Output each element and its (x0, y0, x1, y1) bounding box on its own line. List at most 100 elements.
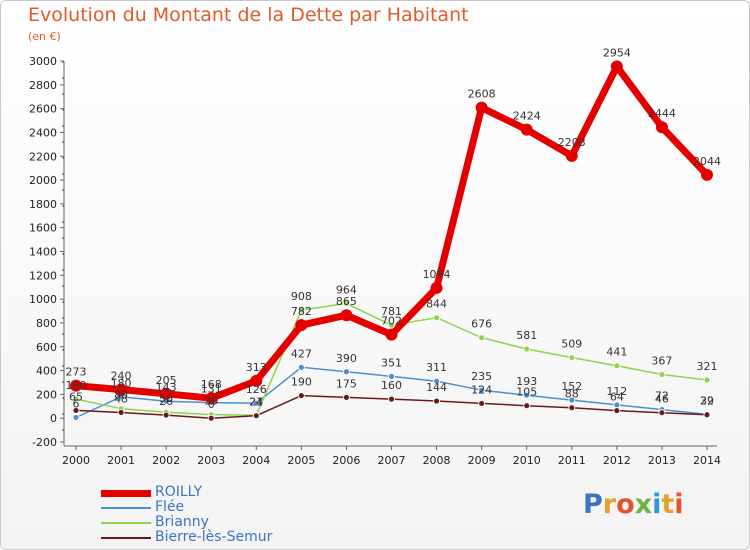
legend-swatch (101, 522, 151, 524)
y-tick-label: 2200 (29, 150, 57, 163)
data-label: 190 (291, 376, 312, 389)
data-point (565, 149, 578, 162)
data-point (568, 404, 576, 412)
data-point (388, 395, 395, 403)
legend-item: Bierre-lès-Semur (101, 530, 361, 545)
x-tick-label: 2010 (513, 454, 541, 467)
data-label: 29 (700, 395, 714, 408)
data-point (72, 414, 80, 421)
data-label: 205 (156, 374, 177, 387)
data-label: 180 (111, 377, 132, 390)
x-tick-label: 2001 (107, 454, 135, 467)
data-label: 24 (249, 395, 263, 408)
data-point (613, 362, 621, 370)
data-label: 581 (516, 329, 537, 342)
data-point (703, 411, 711, 419)
x-tick-label: 2008 (423, 454, 451, 467)
data-label: 175 (336, 377, 357, 390)
x-tick-label: 2007 (378, 454, 406, 467)
axes: -200020040060080010001200140016001800200… (29, 55, 721, 467)
data-point (478, 334, 486, 342)
data-label: 65 (69, 390, 83, 403)
data-label: 126 (246, 383, 267, 396)
data-label: 2044 (693, 155, 721, 168)
data-point (343, 300, 350, 307)
data-point (295, 319, 308, 332)
legend-label: Flée (155, 499, 185, 515)
y-tick-label: 200 (36, 388, 57, 401)
x-tick-label: 2013 (648, 454, 676, 467)
chart-title: Evolution du Montant de la Dette par Hab… (28, 4, 469, 26)
data-point (433, 377, 440, 385)
x-tick-label: 2011 (558, 454, 586, 467)
data-label: 144 (426, 381, 447, 394)
data-label: 131 (201, 383, 222, 396)
chart-subtitle: (en €) (28, 30, 61, 43)
data-label: 427 (291, 347, 312, 360)
legend-swatch (101, 489, 151, 497)
y-tick-label: 600 (36, 341, 57, 354)
x-tick-label: 2004 (242, 454, 270, 467)
data-label: 48 (114, 392, 128, 405)
legend-item: Brianny (101, 515, 361, 530)
y-tick-label: 1800 (29, 198, 57, 211)
data-point (250, 374, 263, 387)
data-label: 50 (159, 392, 173, 405)
y-tick-label: 0 (50, 412, 57, 425)
data-label: 702 (381, 315, 402, 328)
data-point (72, 407, 80, 414)
data-label: 64 (610, 391, 624, 404)
y-tick-label: -200 (32, 436, 57, 449)
data-label: 72 (655, 390, 669, 403)
y-tick-label: 2600 (29, 103, 57, 116)
x-tick-label: 2000 (62, 454, 90, 467)
legend-swatch (101, 507, 151, 509)
y-tick-label: 1200 (29, 269, 57, 282)
legend-label: Bierre-lès-Semur (155, 529, 273, 545)
y-tick-label: 2800 (29, 79, 57, 92)
y-tick-label: 1400 (29, 246, 57, 259)
legend-item: ROILLY (101, 485, 361, 500)
data-label: 160 (66, 379, 87, 392)
data-point (297, 392, 305, 399)
data-label: 367 (651, 354, 672, 367)
data-label: 0 (208, 398, 215, 411)
legend: ROILLY Flée Brianny Bierre-lès-Semur (101, 485, 361, 545)
x-tick-label: 2002 (152, 454, 180, 467)
data-label: 105 (516, 386, 537, 399)
data-label: 46 (655, 393, 669, 406)
data-label: 235 (471, 370, 492, 383)
data-label: 193 (516, 375, 537, 388)
data-point (520, 123, 533, 136)
data-point (568, 354, 576, 361)
data-label: 124 (471, 383, 492, 396)
data-label: 676 (471, 318, 492, 331)
data-label: 152 (561, 380, 582, 393)
data-label: 313 (246, 361, 267, 374)
data-label: 26 (159, 395, 173, 408)
y-tick-label: 400 (36, 365, 57, 378)
data-label: 88 (565, 388, 579, 401)
data-point (475, 101, 488, 114)
data-point (207, 414, 215, 422)
x-tick-label: 2005 (287, 454, 315, 467)
data-point (703, 376, 711, 384)
data-point (701, 168, 713, 181)
legend-label: ROILLY (155, 484, 203, 500)
data-point (162, 411, 170, 419)
data-point (343, 393, 350, 401)
series-points (70, 60, 713, 422)
legend-label: Brianny (155, 514, 209, 530)
data-label: 30 (204, 395, 218, 408)
data-point (613, 407, 621, 414)
data-point (117, 409, 125, 416)
x-tick-label: 2003 (197, 454, 225, 467)
data-label: 964 (336, 283, 357, 296)
data-point (160, 387, 173, 400)
proxiti-logo: Proxiti (583, 489, 684, 520)
data-point (205, 392, 218, 405)
data-point (115, 383, 128, 396)
data-point (568, 396, 576, 404)
data-point (297, 306, 305, 314)
